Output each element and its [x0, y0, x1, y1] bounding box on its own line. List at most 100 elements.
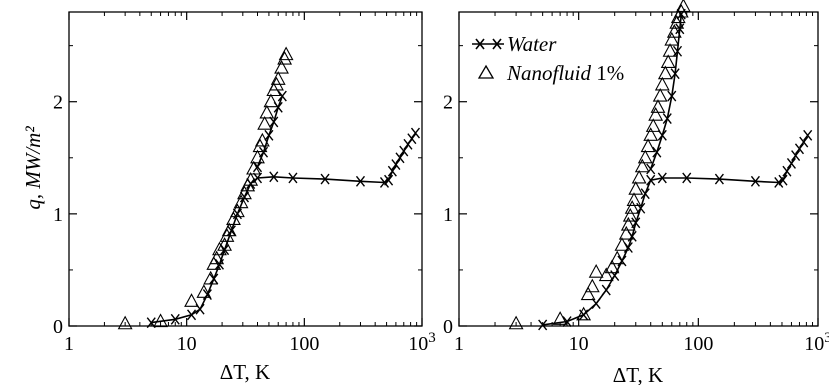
left-water-point [202, 289, 212, 301]
left-ylabel: q, MW/m² [21, 126, 45, 210]
right-nanofluid-point [637, 149, 653, 164]
right-nanofluid-point [620, 216, 636, 231]
right-water-point [670, 68, 680, 80]
left-water-point [320, 173, 330, 185]
right-water-point [750, 175, 760, 187]
right-y-tick-label: 0 [443, 316, 453, 338]
left-nanofluid-point [117, 315, 133, 330]
left-water-point [264, 129, 274, 141]
right-x-tick-label: 103 [804, 330, 829, 355]
left-nanofluid-point [226, 211, 241, 226]
right-nanofluid-point [588, 264, 604, 278]
left-y-tick-label: 2 [53, 92, 63, 114]
left-water-point [239, 191, 250, 203]
left-x-tick-label: 103 [408, 330, 436, 355]
left-nanofluid-point [212, 241, 227, 256]
legend-nanofluid-suffix: 1% [591, 61, 624, 85]
right-nanofluid-point [624, 200, 640, 214]
left-water-point [186, 309, 197, 321]
left-nanofluid-point [243, 172, 259, 186]
left-nanofluid-point [263, 93, 279, 108]
right-plot-frame [458, 11, 819, 327]
right-water-point [791, 150, 801, 161]
right-water-point [786, 157, 796, 169]
legend-nanofluid-name: Nanofluid [506, 61, 592, 85]
right-nanofluid-point [640, 138, 656, 153]
right-water-point [782, 165, 792, 177]
right-water-point [682, 172, 692, 184]
left-water-point [395, 152, 405, 164]
right-water-point [714, 173, 724, 185]
right-nanofluid-point [576, 306, 592, 321]
right-xlabel: ΔT, K [613, 363, 663, 385]
right-nanofluid-point [614, 237, 630, 251]
left-water-curve [151, 132, 417, 324]
right-x-tick-label: 1 [454, 333, 464, 355]
right-nanofluid-point [675, 0, 691, 12]
right-x-tick-label: 100 [683, 333, 713, 355]
right-nanofluid-point [666, 24, 682, 38]
legend: Water Nanofluid 1% [472, 32, 624, 85]
right-water-curve [542, 134, 809, 326]
right-nanofluid-point [645, 118, 661, 132]
left-x-tick-label: 10 [177, 333, 197, 355]
right-nanofluid-point [664, 31, 680, 46]
right-water-point [646, 163, 656, 175]
right-nanofluid-point [508, 315, 524, 330]
left-nanofluid-point [270, 71, 286, 85]
left-nanofluid-point [233, 194, 249, 209]
right-nanofluid-point [631, 169, 647, 184]
right-water-point [640, 188, 650, 200]
left-nanofluid-point [278, 46, 294, 61]
right-nanofluid-point [604, 259, 620, 274]
right-water-point [657, 129, 667, 141]
left-water-point [355, 175, 366, 187]
left-nanofluid-point [217, 237, 233, 251]
right-nanofluid-point [628, 181, 644, 195]
right-nanofluid-point [626, 192, 642, 206]
left-series [117, 46, 421, 330]
right-nanofluid-point [652, 87, 668, 102]
left-nanofluid-point [153, 313, 168, 328]
right-water-point [799, 136, 809, 148]
right-water-point [652, 146, 662, 158]
right-water-point [778, 174, 788, 186]
right-water-point [662, 113, 672, 124]
right-water-point [579, 309, 589, 321]
left-plot-frame [68, 11, 423, 327]
left-nanofluid-point [277, 50, 293, 65]
right-nanofluid-point [622, 207, 638, 222]
right-nanofluid-point [634, 158, 650, 173]
left-x-tick-label: 1 [64, 333, 74, 355]
right-nanofluid-point [650, 99, 666, 113]
left-water-point [277, 90, 287, 102]
right-water-point [672, 45, 683, 57]
left-water-point [288, 172, 298, 184]
right-nanofluid-point [662, 43, 678, 57]
left-nanofluid-point [184, 293, 199, 307]
right-water-point [667, 90, 677, 102]
left-water-point [269, 116, 279, 128]
right-nanofluid-point [648, 107, 664, 121]
left-nanofluid-point [257, 115, 273, 130]
right-water-point [794, 143, 805, 155]
left-nanofluid-point [274, 59, 289, 74]
left-nanofluid-point [221, 222, 237, 237]
right-nanofluid-point [609, 250, 625, 265]
right-water-point [601, 284, 611, 296]
left-nanofluid-point [230, 203, 245, 218]
left-nanofluid-point [203, 270, 219, 285]
right-nanofluid-point [657, 65, 673, 80]
right-y-tick-label: 2 [443, 92, 453, 114]
legend-water-label: Water [507, 32, 557, 56]
right-nanofluid-point [654, 76, 670, 91]
right-nanofluid-point [580, 286, 596, 301]
left-water-point [258, 146, 269, 158]
legend-nanofluid-marker [477, 64, 495, 79]
right-water-point [562, 316, 572, 327]
